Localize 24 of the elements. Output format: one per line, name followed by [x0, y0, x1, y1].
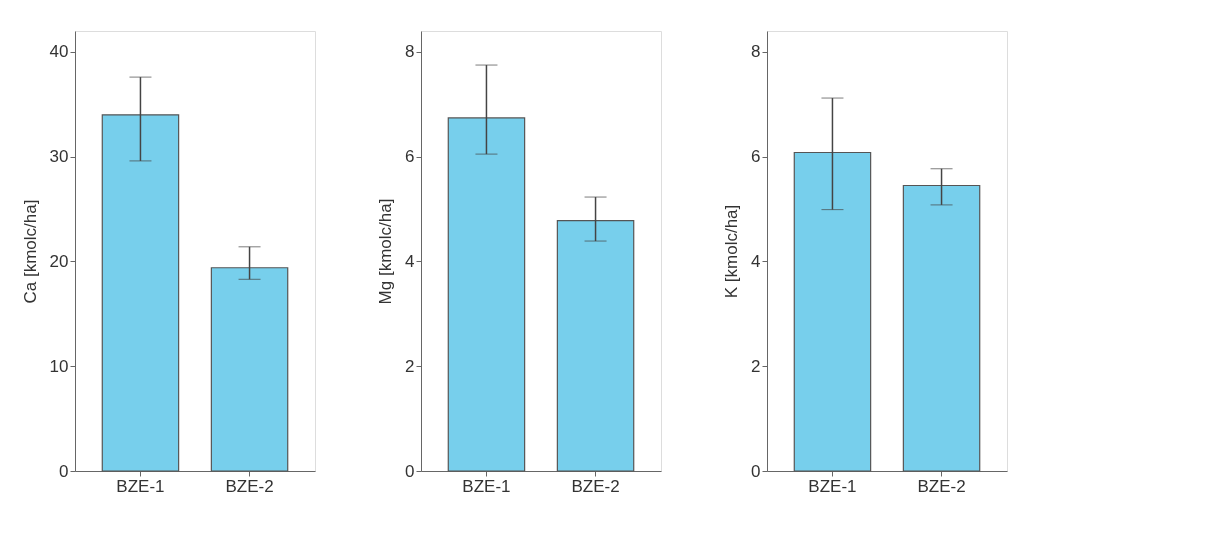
- y-axis-title: Mg [kmolc/ha]: [376, 198, 396, 305]
- x-tick-label: BZE-1: [462, 476, 511, 496]
- y-tick-label: 30: [49, 147, 69, 167]
- y-tick-label: 0: [405, 461, 415, 481]
- y-tick-label: 0: [751, 461, 761, 481]
- y-axis-title: K [kmolc/ha]: [722, 204, 742, 299]
- y-tick-label: 20: [49, 251, 69, 271]
- x-tick-label: BZE-1: [808, 476, 857, 496]
- y-tick-label: 8: [405, 42, 415, 62]
- y-tick-label: 2: [751, 356, 761, 376]
- y-tick-label: 40: [49, 42, 69, 62]
- y-tick-label: 10: [49, 356, 69, 376]
- y-tick-label: 4: [405, 251, 415, 271]
- y-tick-label: 6: [405, 147, 415, 167]
- y-tick-label: 8: [751, 42, 761, 62]
- y-tick-label: 0: [59, 461, 69, 481]
- y-tick-label: 2: [405, 356, 415, 376]
- x-tick-label: BZE-2: [225, 476, 274, 496]
- x-tick-label: BZE-2: [571, 476, 620, 496]
- y-tick-label: 4: [751, 251, 761, 271]
- y-axis-title: Ca [kmolc/ha]: [20, 199, 40, 304]
- x-tick-label: BZE-1: [116, 476, 165, 496]
- x-tick-label: BZE-2: [917, 476, 966, 496]
- y-tick-label: 6: [751, 147, 761, 167]
